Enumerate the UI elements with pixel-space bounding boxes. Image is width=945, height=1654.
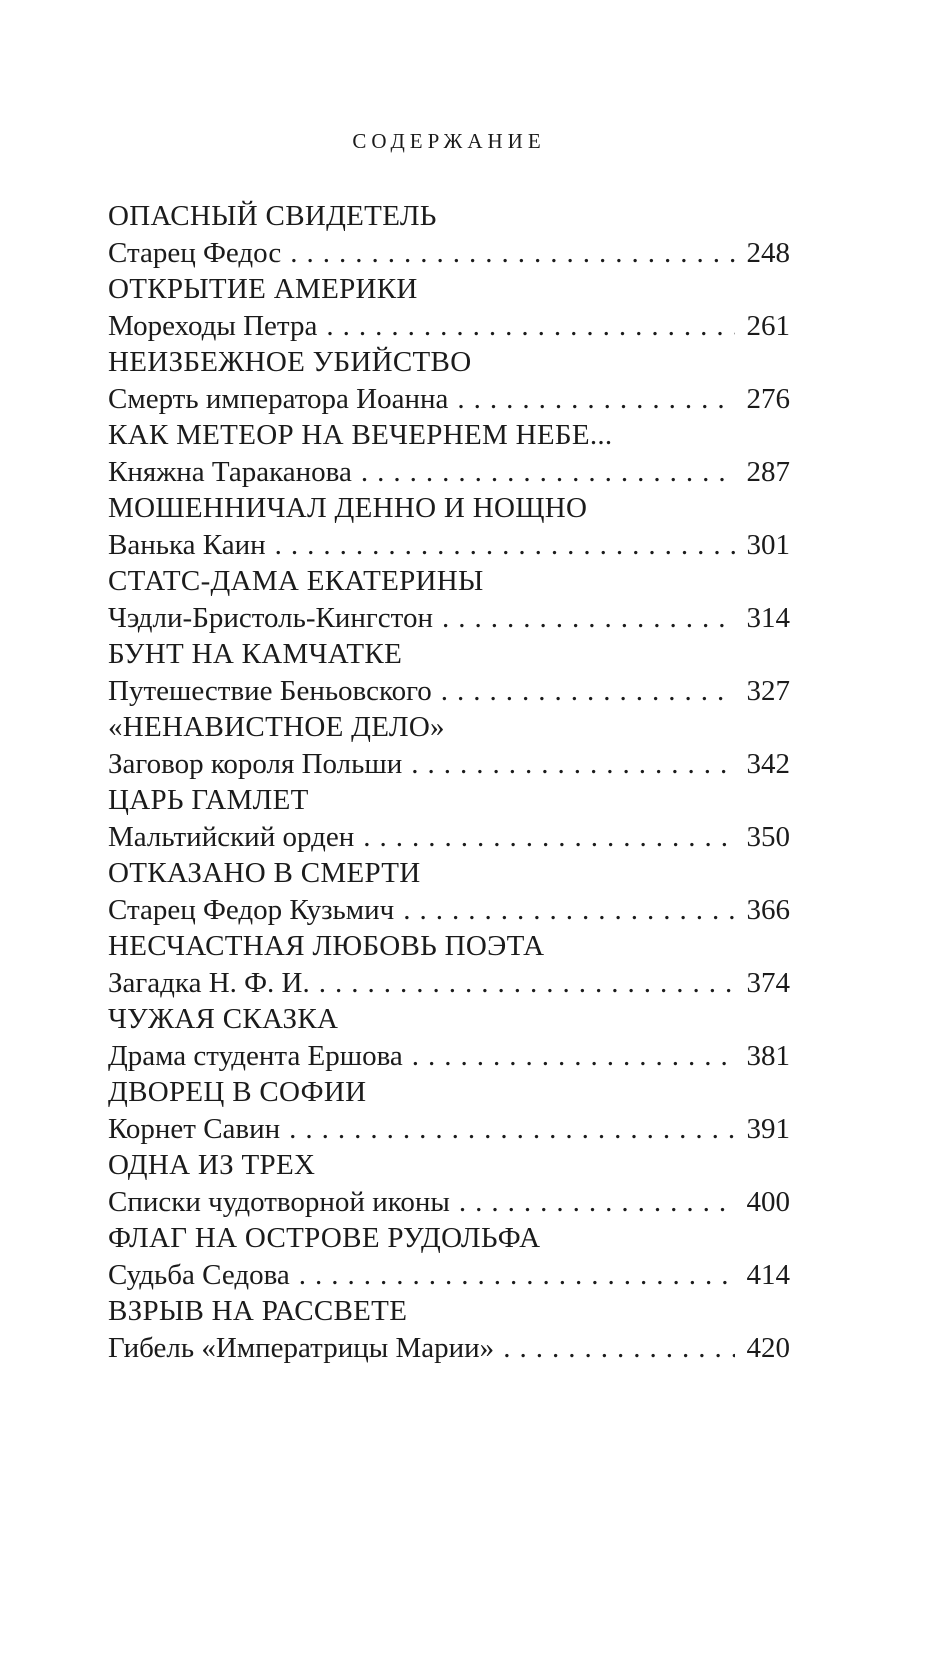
toc-entry-title: МОШЕННИЧАЛ ДЕННО И НОЩНО bbox=[108, 492, 588, 524]
toc-entry-title: СТАТС-ДАМА ЕКАТЕРИНЫ bbox=[108, 565, 484, 597]
dot-leader bbox=[319, 965, 735, 1002]
toc-entry: БУНТ НА КАМЧАТКЕ Путешествие Беньовского… bbox=[108, 636, 790, 709]
toc-entry-title: ЦАРЬ ГАМЛЕТ bbox=[108, 784, 309, 816]
toc-entry-subtitle-row: Смерть императора Иоанна 276 bbox=[108, 381, 790, 418]
toc-entry-title: БУНТ НА КАМЧАТКЕ bbox=[108, 638, 403, 670]
toc-entry-title: ФЛАГ НА ОСТРОВЕ РУДОЛЬФА bbox=[108, 1222, 541, 1254]
toc-entry: ФЛАГ НА ОСТРОВЕ РУДОЛЬФА Судьба Седова 4… bbox=[108, 1220, 790, 1293]
toc-entry-title: ВЗРЫВ НА РАССВЕТЕ bbox=[108, 1295, 408, 1327]
toc-entry-title: ЧУЖАЯ СКАЗКА bbox=[108, 1003, 339, 1035]
toc-entry-subtitle: Старец Федос bbox=[108, 236, 282, 269]
toc-entry-subtitle-row: Загадка Н. Ф. И. 374 bbox=[108, 965, 790, 1002]
page-title: СОДЕРЖАНИЕ bbox=[352, 129, 546, 153]
toc-entry: ВЗРЫВ НА РАССВЕТЕ Гибель «Императрицы Ма… bbox=[108, 1293, 790, 1366]
dot-leader bbox=[289, 1111, 734, 1148]
toc-entry: КАК МЕТЕОР НА ВЕЧЕРНЕМ НЕБЕ... Княжна Та… bbox=[108, 417, 790, 490]
dot-leader bbox=[411, 746, 734, 783]
toc-entry-subtitle: Судьба Седова bbox=[108, 1258, 290, 1291]
toc-entry-subtitle: Чэдли-Бристоль-Кингстон bbox=[108, 601, 433, 634]
toc-entry-page-number: 391 bbox=[746, 1112, 791, 1145]
toc-entry: СТАТС-ДАМА ЕКАТЕРИНЫ Чэдли-Бристоль-Кинг… bbox=[108, 563, 790, 636]
toc-entry-subtitle-row: Драма студента Ершова 381 bbox=[108, 1038, 790, 1075]
toc-entry-subtitle-row: Судьба Седова 414 bbox=[108, 1257, 790, 1294]
dot-leader bbox=[457, 381, 734, 418]
dot-leader bbox=[326, 308, 734, 345]
toc-entry-subtitle-row: Списки чудотворной иконы 400 bbox=[108, 1184, 790, 1221]
toc-list: ОПАСНЫЙ СВИДЕТЕЛЬ Старец Федос 248 ОТКРЫ… bbox=[108, 198, 790, 1366]
dot-leader bbox=[403, 892, 734, 929]
toc-entry-subtitle-row: Княжна Тараканова 287 bbox=[108, 454, 790, 491]
toc-entry-page-number: 400 bbox=[746, 1185, 791, 1218]
toc-entry-page-number: 327 bbox=[746, 674, 791, 707]
toc-entry-page-number: 287 bbox=[746, 455, 791, 488]
toc-entry-subtitle-row: Чэдли-Бристоль-Кингстон 314 bbox=[108, 600, 790, 637]
toc-entry: ОТКРЫТИЕ АМЕРИКИ Мореходы Петра 261 bbox=[108, 271, 790, 344]
toc-entry-title: КАК МЕТЕОР НА ВЕЧЕРНЕМ НЕБЕ... bbox=[108, 419, 613, 451]
toc-entry-title: НЕИЗБЕЖНОЕ УБИЙСТВО bbox=[108, 346, 472, 378]
toc-entry-page-number: 374 bbox=[746, 966, 791, 999]
toc-entry-subtitle-row: Мореходы Петра 261 bbox=[108, 308, 790, 345]
toc-entry-page-number: 420 bbox=[746, 1331, 791, 1364]
toc-entry-subtitle: Ванька Каин bbox=[108, 528, 266, 561]
toc-entry-page-number: 381 bbox=[746, 1039, 791, 1072]
toc-entry-page-number: 276 bbox=[746, 382, 791, 415]
toc-entry-subtitle: Княжна Тараканова bbox=[108, 455, 352, 488]
dot-leader bbox=[275, 527, 735, 564]
toc-entry-subtitle-row: Мальтийский орден 350 bbox=[108, 819, 790, 856]
toc-entry: МОШЕННИЧАЛ ДЕННО И НОЩНО Ванька Каин 301 bbox=[108, 490, 790, 563]
toc-entry: ОДНА ИЗ ТРЕХ Списки чудотворной иконы 40… bbox=[108, 1147, 790, 1220]
toc-entry-title: ОПАСНЫЙ СВИДЕТЕЛЬ bbox=[108, 200, 437, 232]
toc-entry-subtitle: Смерть императора Иоанна bbox=[108, 382, 449, 415]
toc-entry-page-number: 314 bbox=[746, 601, 791, 634]
toc-entry: ОПАСНЫЙ СВИДЕТЕЛЬ Старец Федос 248 bbox=[108, 198, 790, 271]
toc-entry-subtitle: Старец Федор Кузьмич bbox=[108, 893, 395, 926]
dot-leader bbox=[299, 1257, 735, 1294]
dot-leader bbox=[441, 673, 735, 710]
toc-entry-page-number: 248 bbox=[746, 236, 791, 269]
toc-entry-subtitle: Путешествие Беньовского bbox=[108, 674, 432, 707]
toc-entry: ЧУЖАЯ СКАЗКА Драма студента Ершова 381 bbox=[108, 1001, 790, 1074]
toc-entry-subtitle-row: Старец Федос 248 bbox=[108, 235, 790, 272]
toc-entry-page-number: 366 bbox=[746, 893, 791, 926]
toc-entry-subtitle-row: Старец Федор Кузьмич 366 bbox=[108, 892, 790, 929]
toc-entry-title: ОТКАЗАНО В СМЕРТИ bbox=[108, 857, 421, 889]
dot-leader bbox=[442, 600, 735, 637]
toc-entry-subtitle-row: Корнет Савин 391 bbox=[108, 1111, 790, 1148]
toc-entry-subtitle: Мальтийский орден bbox=[108, 820, 355, 853]
toc-entry-page-number: 301 bbox=[746, 528, 791, 561]
toc-entry-title: ОТКРЫТИЕ АМЕРИКИ bbox=[108, 273, 418, 305]
dot-leader bbox=[363, 819, 734, 856]
toc-entry-title: ОДНА ИЗ ТРЕХ bbox=[108, 1149, 316, 1181]
toc-entry: НЕИЗБЕЖНОЕ УБИЙСТВО Смерть императора Ио… bbox=[108, 344, 790, 417]
dot-leader bbox=[361, 454, 735, 491]
toc-entry-subtitle-row: Путешествие Беньовского 327 bbox=[108, 673, 790, 710]
toc-entry: ЦАРЬ ГАМЛЕТ Мальтийский орден 350 bbox=[108, 782, 790, 855]
toc-entry-subtitle: Корнет Савин bbox=[108, 1112, 281, 1145]
toc-entry-subtitle: Гибель «Императрицы Марии» bbox=[108, 1331, 495, 1364]
toc-entry-subtitle-row: Заговор короля Польши 342 bbox=[108, 746, 790, 783]
toc-entry: ОТКАЗАНО В СМЕРТИ Старец Федор Кузьмич 3… bbox=[108, 855, 790, 928]
toc-entry-page-number: 261 bbox=[746, 309, 791, 342]
toc-entry-subtitle: Загадка Н. Ф. И. bbox=[108, 966, 310, 999]
toc-entry-subtitle-row: Ванька Каин 301 bbox=[108, 527, 790, 564]
toc-entry-subtitle-row: Гибель «Императрицы Марии» 420 bbox=[108, 1330, 790, 1367]
toc-entry: ДВОРЕЦ В СОФИИ Корнет Савин 391 bbox=[108, 1074, 790, 1147]
toc-entry-page-number: 342 bbox=[746, 747, 791, 780]
toc-entry-page-number: 414 bbox=[746, 1258, 791, 1291]
dot-leader bbox=[290, 235, 734, 272]
toc-entry-title: НЕСЧАСТНАЯ ЛЮБОВЬ ПОЭТА bbox=[108, 930, 545, 962]
dot-leader bbox=[459, 1184, 735, 1221]
dot-leader bbox=[503, 1330, 734, 1367]
toc-entry-subtitle: Заговор короля Польши bbox=[108, 747, 403, 780]
toc-entry: «НЕНАВИСТНОЕ ДЕЛО» Заговор короля Польши… bbox=[108, 709, 790, 782]
toc-entry-title: ДВОРЕЦ В СОФИИ bbox=[108, 1076, 367, 1108]
dot-leader bbox=[412, 1038, 735, 1075]
toc-entry-subtitle: Драма студента Ершова bbox=[108, 1039, 403, 1072]
toc-entry-title: «НЕНАВИСТНОЕ ДЕЛО» bbox=[108, 711, 445, 743]
toc-entry-subtitle: Мореходы Петра bbox=[108, 309, 318, 342]
toc-entry-subtitle: Списки чудотворной иконы bbox=[108, 1185, 450, 1218]
toc-entry: НЕСЧАСТНАЯ ЛЮБОВЬ ПОЭТА Загадка Н. Ф. И.… bbox=[108, 928, 790, 1001]
toc-entry-page-number: 350 bbox=[746, 820, 791, 853]
